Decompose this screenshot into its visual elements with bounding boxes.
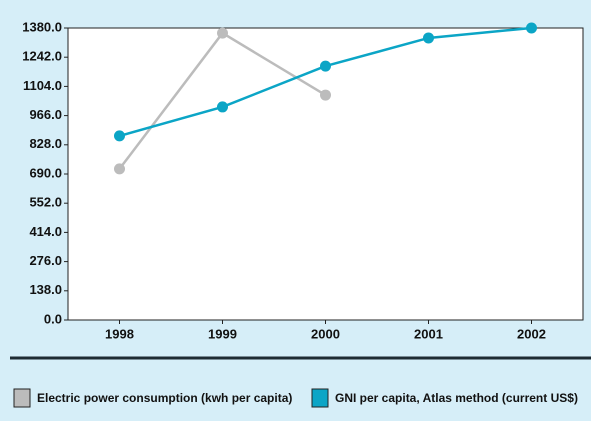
y-tick-label: 276.0 [29, 253, 62, 268]
y-tick-label: 966.0 [29, 107, 62, 122]
plot-area [67, 27, 584, 321]
x-tick-label: 1999 [208, 326, 237, 341]
point [320, 89, 331, 101]
y-tick-label: 1380.0 [22, 19, 62, 34]
legend-label: Electric power consumption (kwh per capi… [37, 391, 292, 405]
point [217, 27, 228, 39]
x-tick-label: 2001 [414, 326, 443, 341]
point [526, 22, 537, 34]
y-tick-label: 0.0 [44, 311, 62, 326]
point [423, 32, 434, 44]
legend-swatch [311, 388, 329, 408]
y-tick-label: 690.0 [29, 165, 62, 180]
point [320, 60, 331, 72]
y-tick-label: 1242.0 [22, 49, 62, 64]
x-tick-label: 2002 [517, 326, 546, 341]
y-tick-label: 138.0 [29, 282, 62, 297]
y-tick-label: 414.0 [29, 224, 62, 239]
point [114, 163, 125, 175]
y-tick-label: 1104.0 [23, 78, 62, 93]
legend-swatch [13, 388, 31, 408]
legend-label: GNI per capita, Atlas method (current US… [335, 391, 578, 405]
x-tick-label: 1998 [105, 326, 134, 341]
point [217, 101, 228, 113]
y-tick-label: 552.0 [29, 195, 62, 210]
x-tick-label: 2000 [311, 326, 340, 341]
y-tick-label: 828.0 [29, 136, 62, 151]
point [114, 130, 125, 142]
